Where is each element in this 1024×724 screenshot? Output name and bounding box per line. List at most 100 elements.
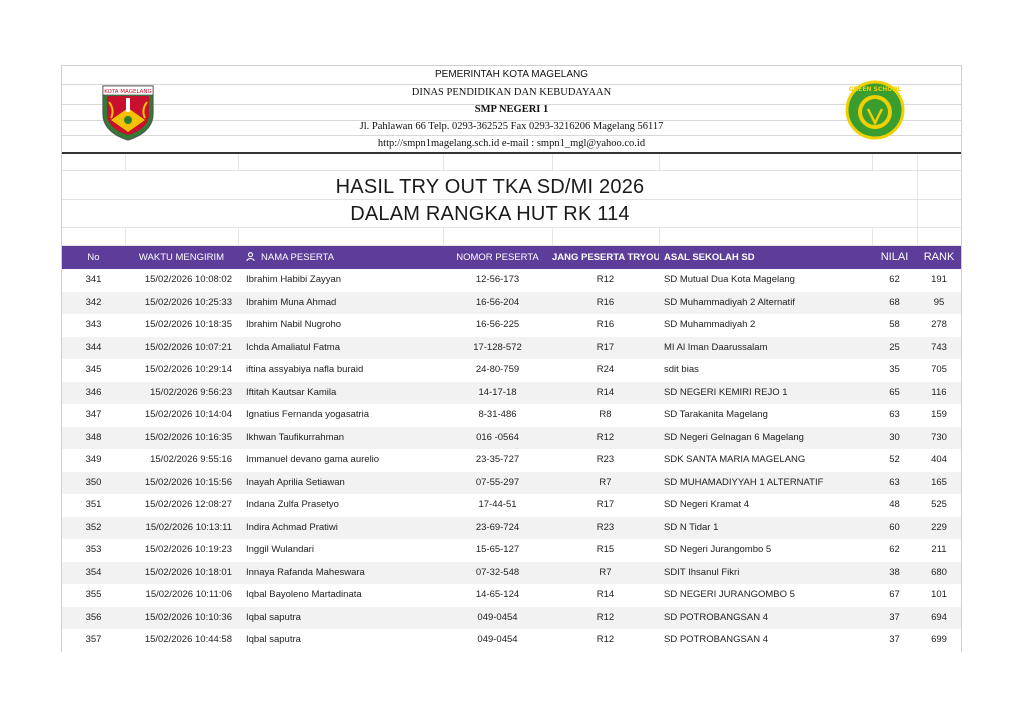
cell-nama: Ibrahim Habibi Zayyan [246,274,342,285]
cell-nomor: 049-0454 [477,634,518,645]
cell-rank: 694 [931,611,947,623]
cell-rank: 525 [931,499,947,510]
school-contact: http://smpn1magelang.sch.id e-mail : smp… [377,138,646,149]
grid-line [125,154,126,170]
cell-waktu: 15/02/2026 10:16:35 [144,431,232,443]
subtitle-row [62,200,961,228]
cell-no: 355 [85,589,102,600]
title-row [62,171,961,200]
cell-asal: SD POTROBANGSAN 4 [664,611,768,623]
cell-nilai: 30 [889,431,900,443]
cell-nomor: 16-56-225 [475,319,520,330]
cell-nilai: 37 [889,611,900,623]
cell-no: 351 [85,499,102,510]
col-header-nomor: NOMOR PESERTA [456,252,539,263]
spacer-row [62,228,961,246]
cell-nama: Ibrahim Muna Ahmad [246,296,337,308]
col-header-asal: ASAL SEKOLAH SD [664,252,755,263]
cell-nomor: 016 -0564 [476,431,519,443]
cell-ruang: R8 [599,409,612,420]
cell-nilai: 35 [889,364,900,375]
cell-waktu: 15/02/2026 10:18:01 [144,566,232,578]
cell-nilai: 37 [889,634,900,645]
table-row: 349 15/02/2026 9:55:16 Immanuel devano gam… [62,449,961,472]
cell-nomor: 16-56-204 [475,296,520,308]
cell-no: 344 [85,341,102,353]
letterhead-divider [62,84,961,85]
letterhead-divider [62,104,961,105]
cell-waktu: 15/02/2026 10:11:06 [145,589,232,600]
grid-line [659,228,660,245]
grid-line [917,171,918,199]
cell-nomor: 049-0454 [477,611,518,623]
cell-asal: SD POTROBANGSAN 4 [664,634,768,645]
cell-nama: Iftitah Kautsar Kamila [246,386,337,398]
cell-nama: Iqbal saputra [246,611,301,623]
cell-nama: Iqbal saputra [246,634,301,645]
cell-rank: 165 [931,476,947,488]
letterhead: PEMERINTAH KOTA MAGELANG DINAS PENDIDIKA… [62,66,961,152]
grid-line [443,154,444,170]
grid-line [125,228,126,245]
kota-magelang-logo: KOTA MAGELANG [102,85,154,141]
col-header-ruang: JANG PESERTA TRYOU [552,252,659,263]
table-row: 342 15/02/2026 10:25:33 Ibrahim Muna Ahmad… [62,291,961,314]
cell-no: 341 [85,274,102,285]
cell-nilai: 60 [889,521,900,533]
table-row: 352 15/02/2026 10:13:11 Indira Achmad Prat… [62,516,961,539]
cell-waktu: 15/02/2026 10:18:35 [144,319,232,330]
cell-no: 350 [85,476,102,488]
cell-asal: SD NEGERI JURANGOMBO 5 [664,589,795,600]
col-header-waktu: WAKTU MENGIRIM [138,252,225,263]
grid-line [552,228,553,245]
col-header-rank: RANK [923,251,955,263]
cell-ruang: R12 [596,611,615,623]
cell-waktu: 15/02/2026 10:25:33 [144,296,232,308]
table-row: 351 15/02/2026 12:08:27 Indana Zulfa Prase… [62,494,961,517]
school-name: SMP NEGERI 1 [474,104,549,115]
cell-ruang: R7 [599,476,612,488]
cell-ruang: R24 [596,364,615,375]
cell-waktu: 15/02/2026 10:44:58 [144,634,232,645]
cell-nomor: 07-55-297 [475,476,520,488]
agency-name: DINAS PENDIDIKAN DAN KEBUDAYAAN [411,87,612,98]
school-address: Jl. Pahlawan 66 Telp. 0293-362525 Fax 02… [359,121,664,132]
cell-waktu: 15/02/2026 10:29:14 [144,364,232,375]
cell-nama: Indana Zulfa Prasetyo [246,499,339,510]
cell-asal: SD Muhammadiyah 2 Alternatif [664,296,795,308]
table-row: 356 15/02/2026 10:10:36 Iqbal saputra 049-0… [62,606,961,629]
cell-waktu: 15/02/2026 10:07:21 [144,341,232,353]
cell-nomor: 12-56-173 [475,274,520,285]
cell-nama: Ichda Amaliatul Fatma [246,341,340,353]
table-row: 345 15/02/2026 10:29:14 iftina assyabiya n… [62,359,961,382]
cell-nomor: 17-128-572 [473,341,522,353]
cell-ruang: R7 [599,566,612,578]
table-row: 346 15/02/2026 9:56:23 Iftitah Kautsar Kam… [62,381,961,404]
cell-asal: SD Negeri Gelnagan 6 Magelang [664,431,804,443]
cell-nomor: 23-35-727 [475,454,520,465]
grid-line [917,228,918,245]
cell-nama: iftina assyabiya nafla buraid [246,364,364,375]
grid-line [552,154,553,170]
document-sheet: PEMERINTAH KOTA MAGELANG DINAS PENDIDIKA… [61,65,962,652]
cell-nama: Indira Achmad Pratiwi [246,521,338,533]
cell-nomor: 14-65-124 [475,589,520,600]
cell-ruang: R12 [596,431,615,443]
cell-nomor: 23-69-724 [475,521,520,533]
letterhead-divider [62,135,961,136]
cell-nilai: 65 [889,386,900,398]
cell-nomor: 07-32-548 [475,566,520,578]
table-row: 354 15/02/2026 10:18:01 Innaya Rafanda Mah… [62,561,961,584]
government-name: PEMERINTAH KOTA MAGELANG [435,69,588,80]
cell-ruang: R14 [596,589,615,600]
cell-no: 354 [85,566,102,578]
cell-waktu: 15/02/2026 9:55:16 [150,454,232,465]
cell-rank: 743 [931,341,947,353]
cell-ruang: R23 [596,521,615,533]
green-school-logo: GREEN SCHOOL [845,80,905,140]
cell-asal: sdit bias [664,364,699,375]
grid-line [443,228,444,245]
cell-no: 348 [85,431,102,443]
cell-nama: Innaya Rafanda Maheswara [246,566,365,578]
cell-ruang: R17 [596,499,615,510]
